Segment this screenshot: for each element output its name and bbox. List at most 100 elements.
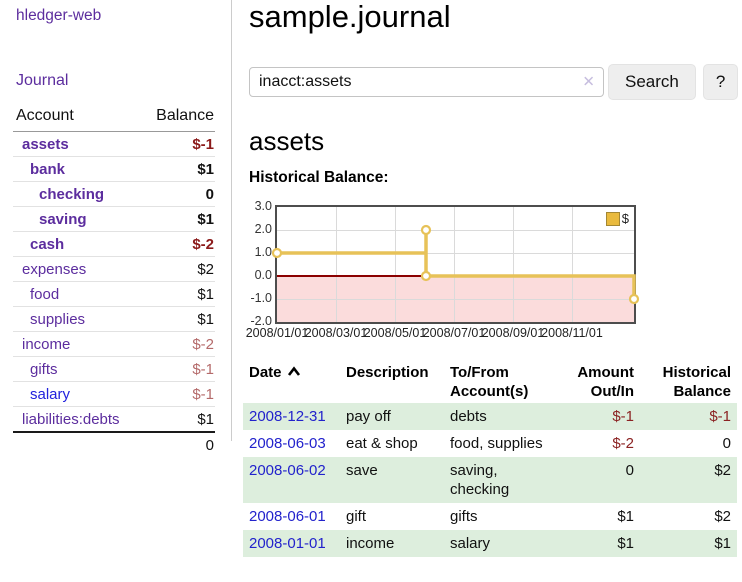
account-balance: $-2: [192, 236, 214, 253]
gridline: [336, 207, 337, 322]
account-row: food $1: [13, 281, 215, 307]
transaction-amount: $-1: [612, 408, 634, 425]
account-link-checking[interactable]: checking: [39, 186, 105, 203]
search-input[interactable]: [249, 67, 604, 97]
y-tick-label: 3.0: [254, 199, 272, 213]
x-tick-label: 2008/01/01: [245, 326, 309, 340]
transaction-date-link[interactable]: 2008-06-03: [249, 435, 326, 452]
account-link-salary[interactable]: salary: [30, 386, 71, 403]
search-button[interactable]: Search: [608, 64, 696, 100]
account-row: saving $1: [13, 206, 215, 232]
account-row: supplies $1: [13, 306, 215, 332]
gridline: [513, 207, 514, 322]
gridline: [277, 299, 634, 300]
register-header-date[interactable]: Date: [243, 361, 340, 403]
x-tick-label: 2008/11/01: [541, 326, 603, 340]
account-link-expenses[interactable]: expenses: [22, 261, 87, 278]
transaction-row: 2008-01-01 income salary $1 $1: [243, 530, 737, 557]
transaction-amount: $-2: [612, 435, 634, 452]
transaction-accounts: salary: [450, 535, 491, 552]
register-header-description: Description: [346, 364, 429, 381]
sidebar-item-journal[interactable]: Journal: [16, 72, 69, 89]
data-point-marker: [628, 293, 640, 305]
account-balance: $2: [197, 261, 214, 278]
chart-legend: $: [605, 211, 629, 226]
data-point-marker: [420, 270, 432, 282]
accounts-table: Account Balance assets $-1 bank $1 checkin…: [13, 104, 215, 457]
plot-area: $: [271, 205, 640, 324]
accounts-total-balance: 0: [205, 437, 214, 454]
account-row: liabilities:debts $1: [13, 406, 215, 433]
transaction-amount: $1: [617, 508, 634, 525]
transaction-row: 2008-12-31 pay off debts $-1 $-1: [243, 403, 737, 430]
transaction-amount: $1: [617, 535, 634, 552]
transaction-description: gift: [346, 508, 367, 525]
transaction-row: 2008-06-03 eat & shop food, supplies $-2…: [243, 430, 737, 457]
gridline: [277, 253, 634, 254]
transaction-balance: $2: [714, 462, 731, 479]
sort-ascending-icon: [287, 366, 300, 376]
account-row: gifts $-1: [13, 356, 215, 382]
chart-title: Historical Balance:: [249, 169, 389, 186]
y-tick-label: -2.0: [250, 314, 272, 328]
transaction-row: 2008-06-01 gift gifts $1 $2: [243, 503, 737, 530]
transaction-description: eat & shop: [346, 435, 418, 452]
account-balance: $-1: [192, 361, 214, 378]
register-header-balance: Historical Balance: [662, 364, 731, 400]
transaction-amount: 0: [625, 462, 634, 479]
account-row: assets $-1: [13, 132, 215, 157]
account-link-income[interactable]: income: [22, 336, 71, 353]
data-point-marker: [420, 224, 432, 236]
sidebar: hledger-web Journal Account Balance asse…: [0, 0, 232, 454]
register-header-amount: Amount Out/In: [577, 364, 634, 400]
legend-swatch-icon: [605, 211, 620, 226]
transaction-date-link[interactable]: 2008-06-02: [249, 462, 326, 479]
page-title: sample.journal: [249, 0, 451, 34]
gridline: [395, 207, 396, 322]
account-heading: assets: [249, 126, 325, 156]
search-form: ✕ Search ?: [249, 64, 739, 100]
accounts-header-account: Account: [13, 104, 144, 132]
account-link-liabilities-debts[interactable]: liabilities:debts: [22, 411, 120, 428]
account-link-assets[interactable]: assets: [22, 136, 69, 153]
x-tick-label: 2008/05/01: [363, 326, 427, 340]
account-row: salary $-1: [13, 381, 215, 407]
transaction-date-link[interactable]: 2008-01-01: [249, 535, 326, 552]
register-header-date-label: Date: [249, 364, 282, 381]
account-link-supplies[interactable]: supplies: [30, 311, 86, 328]
account-row: cash $-2: [13, 231, 215, 257]
balance-series: [271, 224, 640, 305]
transaction-accounts: saving, checking: [450, 462, 510, 498]
account-balance: $1: [197, 311, 214, 328]
help-button[interactable]: ?: [702, 64, 739, 100]
transaction-accounts: gifts: [450, 508, 478, 525]
accounts-header-balance: Balance: [143, 104, 215, 132]
transaction-balance: $1: [714, 535, 731, 552]
x-tick-label: 2008/03/01: [304, 326, 368, 340]
transaction-date-link[interactable]: 2008-06-01: [249, 508, 326, 525]
account-balance: $-2: [192, 336, 214, 353]
y-tick-label: 1.0: [254, 245, 272, 259]
account-link-saving[interactable]: saving: [39, 211, 87, 228]
gridline: [572, 207, 573, 322]
gridline: [454, 207, 455, 322]
account-link-food[interactable]: food: [30, 286, 60, 303]
data-point-marker: [271, 247, 283, 259]
transaction-date-link[interactable]: 2008-12-31: [249, 408, 326, 425]
account-row: bank $1: [13, 156, 215, 182]
account-row: income $-2: [13, 331, 215, 357]
transaction-accounts: debts: [450, 408, 487, 425]
transaction-description: pay off: [346, 408, 391, 425]
account-link-cash[interactable]: cash: [30, 236, 65, 253]
transaction-accounts: food, supplies: [450, 435, 543, 452]
app-title-link[interactable]: hledger-web: [16, 7, 102, 24]
y-tick-label: -1.0: [250, 291, 272, 305]
account-balance: $-1: [192, 386, 214, 403]
account-link-bank[interactable]: bank: [30, 161, 66, 178]
clear-search-icon[interactable]: ✕: [582, 73, 595, 91]
account-balance: 0: [205, 186, 214, 203]
account-link-gifts[interactable]: gifts: [30, 361, 58, 378]
transaction-row: 2008-06-02 save saving, checking 0 $2: [243, 457, 737, 503]
account-balance: $1: [197, 411, 214, 428]
